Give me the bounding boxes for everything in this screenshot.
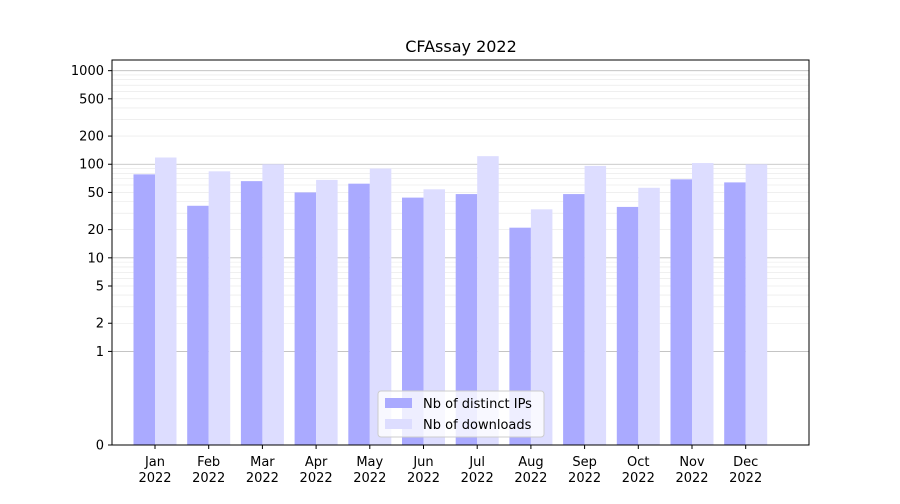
bar-distinct-ips: [455, 194, 478, 445]
x-axis: Jan 2022 Feb 2022 Mar 2022 Apr 2022 May 2022 Jun 20…: [138, 445, 762, 486]
y-axis: 0 1 2 5 10 20 50 100 200 500 1000: [71, 64, 112, 454]
y-tick-label: 20: [87, 223, 104, 238]
bar-downloads: [638, 187, 660, 445]
bar-downloads: [423, 189, 445, 445]
x-tick-label: Jul 2022: [461, 455, 494, 486]
chart-title: CFAssay 2022: [405, 37, 517, 56]
bar-downloads: [584, 165, 607, 445]
bar-downloads: [155, 157, 177, 445]
bar-distinct-ips: [294, 192, 317, 445]
x-tick-label: Nov 2022: [675, 455, 708, 486]
x-tick-label: Apr 2022: [300, 455, 333, 486]
bar-downloads: [262, 164, 284, 445]
bar-downloads: [208, 171, 231, 445]
bar-distinct-ips: [187, 205, 209, 445]
plot-area-frame: [111, 59, 810, 446]
legend-swatch-distinct-ips: [385, 398, 412, 408]
bar-distinct-ips: [670, 179, 692, 445]
legend-label-distinct-ips: Nb of distinct IPs: [423, 397, 532, 412]
x-tick-label: May 2022: [353, 455, 386, 486]
y-tick-label: 0: [96, 439, 104, 454]
bar-downloads: [369, 168, 392, 445]
bar-distinct-ips: [240, 181, 263, 445]
y-tick-label: 1: [96, 345, 104, 360]
x-tick-label: Aug 2022: [514, 455, 547, 486]
y-tick-label: 100: [79, 158, 104, 173]
legend-swatch-downloads: [385, 419, 412, 429]
y-tick-label: 2: [96, 317, 104, 332]
y-tick-label: 5: [96, 280, 104, 295]
y-tick-label: 200: [79, 130, 104, 145]
x-tick-label: Jun 2022: [407, 455, 440, 486]
bar-downloads: [530, 209, 553, 445]
x-tick-label: Feb 2022: [192, 455, 225, 486]
y-tick-label: 10: [87, 251, 104, 266]
bar-distinct-ips: [563, 194, 585, 445]
bar-distinct-ips: [724, 182, 746, 445]
bar-downloads: [745, 164, 768, 445]
x-tick-label: Dec 2022: [729, 455, 762, 486]
x-tick-label: Sep 2022: [568, 455, 601, 486]
bar-distinct-ips: [348, 183, 370, 445]
y-tick-label: 1000: [71, 64, 104, 79]
y-tick-label: 500: [79, 92, 104, 107]
bar-distinct-ips: [402, 197, 424, 445]
bar-downloads: [477, 156, 499, 445]
bar-distinct-ips: [133, 174, 155, 445]
x-tick-label: Mar 2022: [246, 455, 279, 486]
bar-distinct-ips: [616, 206, 639, 445]
x-tick-label: Jan 2022: [138, 455, 171, 486]
legend: Nb of distinct IPs Nb of downloads: [377, 390, 545, 438]
x-tick-label: Oct 2022: [622, 455, 655, 486]
legend-label-downloads: Nb of downloads: [423, 418, 532, 433]
bar-downloads: [316, 179, 338, 445]
legend-box: [377, 390, 545, 438]
y-tick-label: 50: [87, 186, 104, 201]
bar-downloads: [692, 163, 714, 445]
